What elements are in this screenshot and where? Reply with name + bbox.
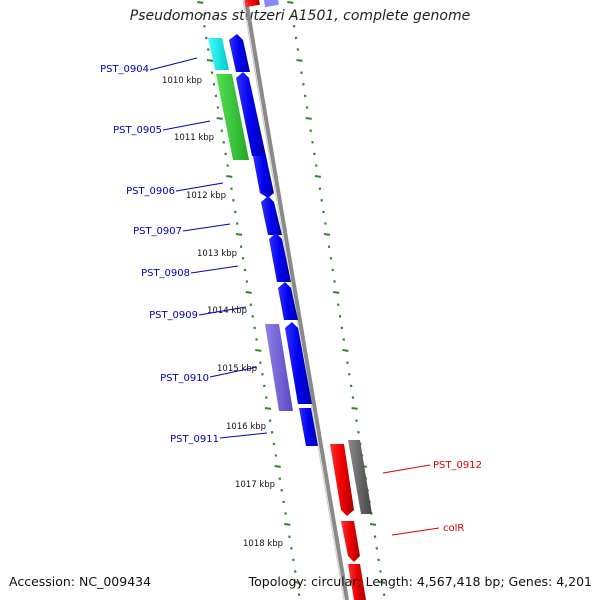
gene-label-pst-0909[interactable]: PST_0909: [149, 310, 198, 321]
gene-arrow-pst-0906[interactable]: [253, 156, 274, 198]
gene-label-pst-0905[interactable]: PST_0905: [113, 125, 162, 136]
scale-major-tick: [342, 349, 349, 352]
scale-label: 1010 kbp: [162, 76, 202, 86]
gene-arrow-pst-0912[interactable]: [330, 444, 354, 516]
gene-label-pst-0908[interactable]: PST_0908: [141, 268, 190, 279]
feature-green[interactable]: [216, 74, 249, 160]
scale-major-tick: [216, 117, 223, 120]
gene-label-pst-0912[interactable]: PST_0912: [433, 460, 482, 471]
gene-arrow-colr[interactable]: [341, 521, 360, 562]
gene-label-colr[interactable]: colR: [443, 523, 464, 534]
gene-arrow-pst-0907[interactable]: [261, 196, 282, 235]
gene-fragment-blue[interactable]: [263, 0, 279, 8]
scale-major-tick: [323, 233, 331, 236]
leader-line-pst-0908: [190, 265, 239, 274]
accession-info: Accession: NC_009434: [9, 574, 152, 589]
gene-arrow-pst-0911[interactable]: [299, 408, 318, 446]
leader-line-pst-0905: [162, 120, 211, 131]
gene-fragment-bottom-red[interactable]: [348, 564, 366, 600]
feature-gray[interactable]: [348, 440, 372, 514]
scale-label: 1011 kbp: [174, 133, 214, 143]
scale-major-tick: [305, 117, 312, 120]
gene-arrow-pst-0910[interactable]: [285, 322, 312, 404]
gene-label-pst-0904[interactable]: PST_0904: [100, 64, 149, 75]
scale-major-tick: [226, 175, 233, 178]
scale-major-tick: [274, 465, 281, 468]
leader-line-colr: [391, 527, 440, 536]
scale-major-tick: [296, 59, 303, 62]
scale-major-tick: [287, 1, 294, 4]
scale-label: 1016 kbp: [226, 422, 266, 432]
scale-label: 1014 kbp: [207, 306, 247, 316]
scale-major-tick: [293, 581, 301, 584]
scale-major-tick: [245, 291, 252, 294]
gene-fragment-red[interactable]: [244, 0, 260, 8]
scale-major-tick: [235, 233, 243, 236]
leader-line-pst-0904: [149, 57, 198, 71]
scale-major-tick: [264, 407, 272, 410]
feature-purple[interactable]: [265, 324, 293, 411]
scale-major-tick: [206, 59, 214, 62]
leader-line-pst-0906: [175, 182, 224, 192]
scale-major-tick: [333, 291, 340, 294]
leader-line-pst-0907: [182, 223, 231, 232]
leader-line-pst-0910: [209, 366, 258, 378]
scale-major-tick: [379, 581, 386, 584]
gene-arrow-pst-0909[interactable]: [278, 282, 298, 320]
scale-major-tick: [369, 523, 377, 526]
gene-arrow-pst-0904[interactable]: [229, 34, 250, 72]
gene-arrow-pst-0905[interactable]: [236, 72, 266, 156]
genome-summary: Topology: circular; Length: 4,567,418 bp…: [248, 574, 592, 589]
genome-backbone: [244, 0, 349, 600]
gene-label-pst-0910[interactable]: PST_0910: [160, 373, 209, 384]
scale-label: 1013 kbp: [197, 249, 237, 259]
scale-major-tick: [255, 349, 262, 352]
leader-line-pst-0909: [198, 306, 247, 316]
scale-major-tick: [314, 175, 322, 178]
outer-scale-dots: [197, 1, 301, 596]
scale-label: 1017 kbp: [235, 480, 275, 490]
scale-major-tick: [284, 523, 291, 526]
scale-label: 1015 kbp: [217, 364, 257, 374]
scale-label: 1012 kbp: [186, 191, 226, 201]
scale-major-tick: [351, 407, 358, 410]
feature-cyan[interactable]: [208, 38, 229, 70]
map-title: Pseudomonas stutzeri A1501, complete gen…: [129, 8, 471, 24]
leader-line-pst-0911: [219, 432, 268, 439]
gene-label-pst-0906[interactable]: PST_0906: [126, 186, 175, 197]
leader-line-pst-0912: [382, 464, 431, 474]
scale-label: 1018 kbp: [243, 539, 283, 549]
gene-label-pst-0911[interactable]: PST_0911: [170, 434, 219, 445]
gene-arrow-pst-0908[interactable]: [269, 233, 291, 282]
gene-label-pst-0907[interactable]: PST_0907: [133, 226, 182, 237]
scale-major-tick: [197, 1, 204, 4]
